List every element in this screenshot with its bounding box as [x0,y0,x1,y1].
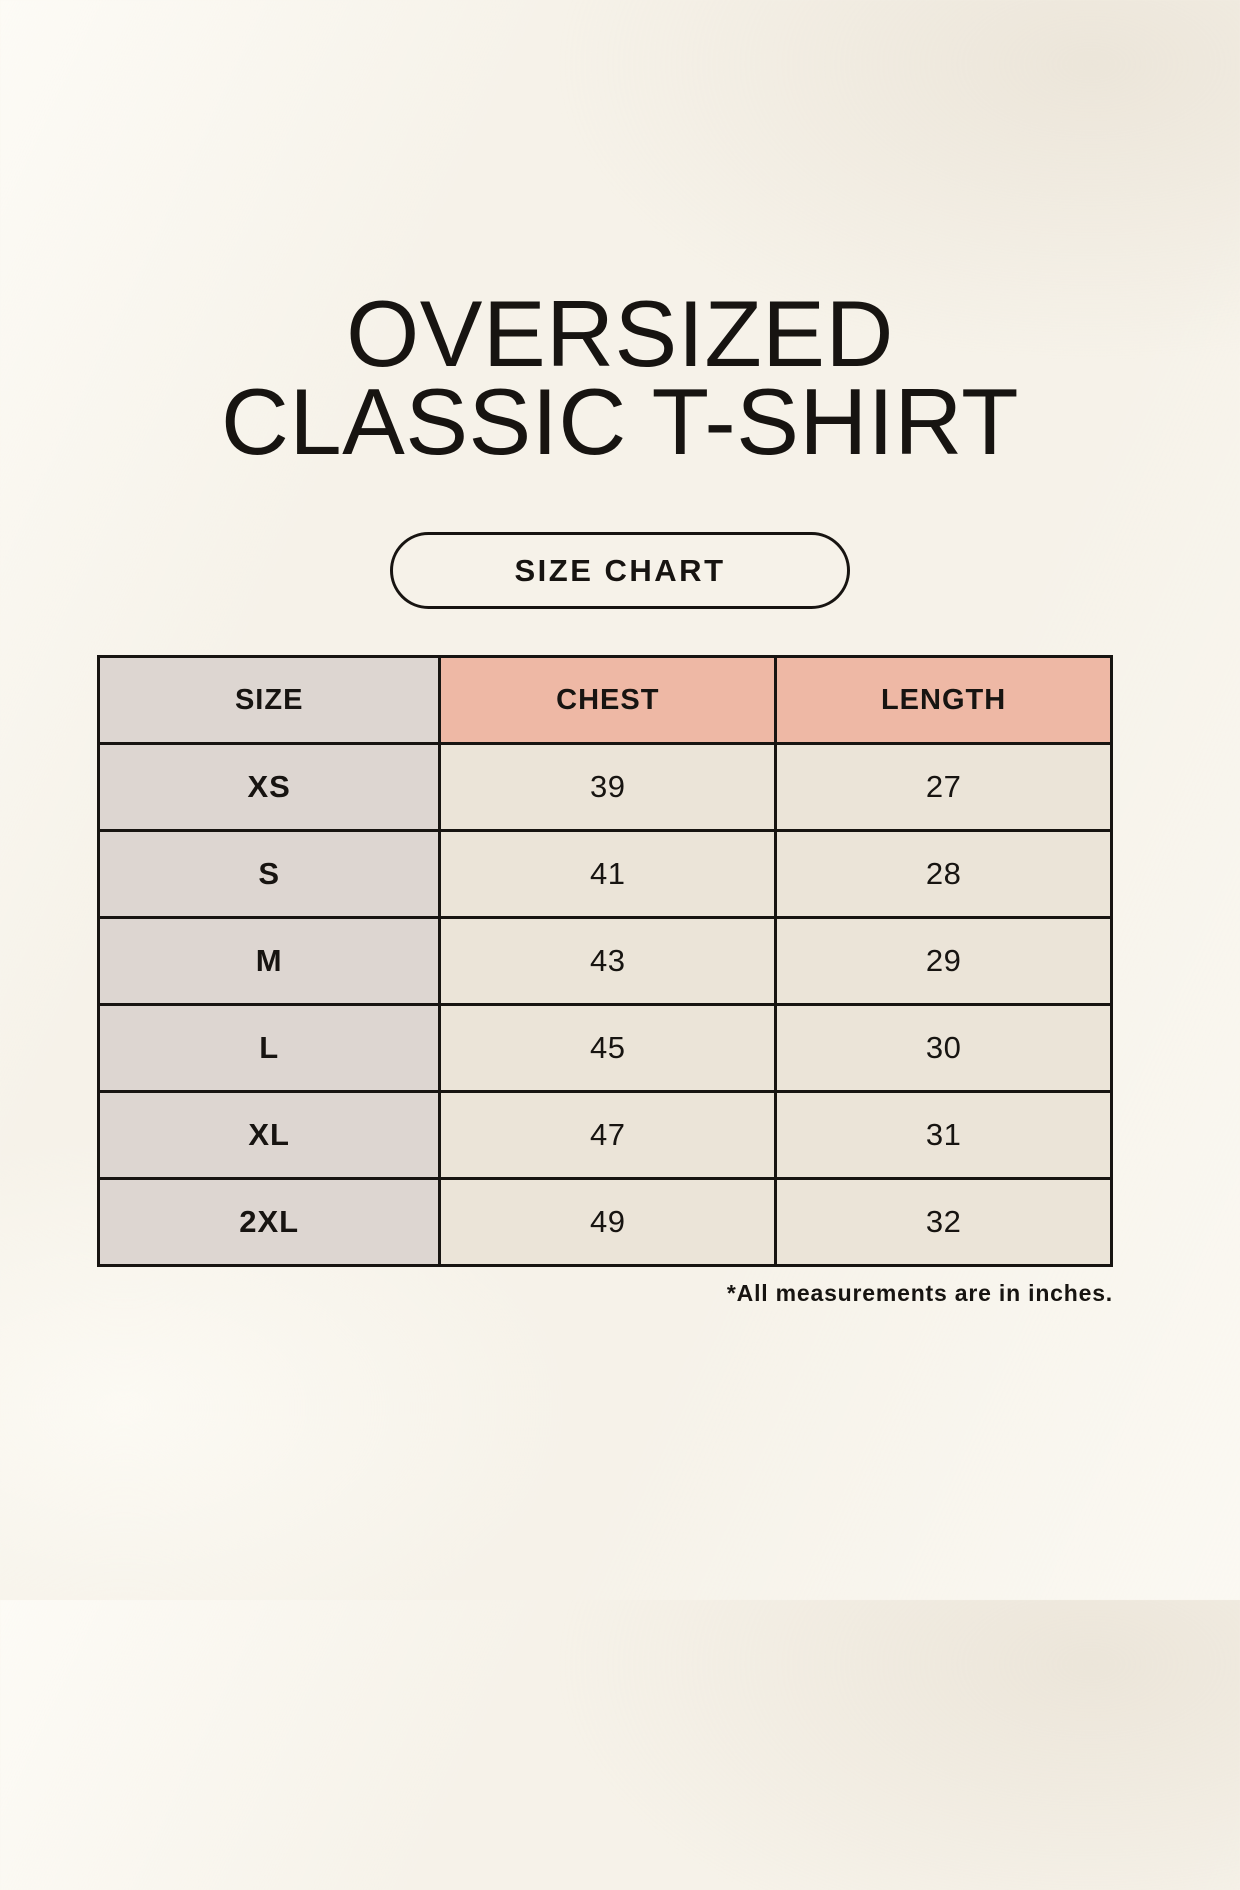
chest-value: 45 [438,1003,778,1093]
header-cell-size: SIZE [96,655,442,745]
size-chart-button-container: SIZE CHART [0,532,1240,609]
size-label: XS [96,742,442,832]
length-value: 28 [774,829,1113,919]
page-background: { "title": { "line1": "OVERSIZED", "line… [0,287,1240,1890]
table-row-m: M 43 29 [96,916,1113,1006]
table-row-xs: XS 39 27 [96,742,1113,832]
product-title-line-2: CLASSIC T-SHIRT [220,369,1019,474]
table-row-2xl: 2XL 49 32 [96,1177,1113,1267]
table-row-xl: XL 47 31 [96,1090,1113,1180]
table-row-l: L 45 30 [96,1003,1113,1093]
length-value: 31 [774,1090,1113,1180]
size-label: 2XL [96,1177,442,1267]
length-value: 30 [774,1003,1113,1093]
size-label: M [96,916,442,1006]
header-cell-chest: CHEST [438,655,778,745]
length-value: 27 [774,742,1113,832]
length-value: 29 [774,916,1113,1006]
size-chart-table-container: SIZE CHEST LENGTH XS 39 27 S 41 28 M [96,655,1113,1267]
table-row-s: S 41 28 [96,829,1113,919]
measurements-footnote: *All measurements are in inches. [726,1280,1113,1306]
chest-value: 49 [438,1177,778,1267]
size-chart-table: SIZE CHEST LENGTH XS 39 27 S 41 28 M [96,655,1113,1267]
size-label: S [96,829,442,919]
product-title: OVERSIZED CLASSIC T-SHIRT [0,287,1240,469]
header-cell-length: LENGTH [774,655,1113,745]
size-label: XL [96,1090,442,1180]
table-header-row: SIZE CHEST LENGTH [96,655,1113,745]
size-chart-button[interactable]: SIZE CHART [390,532,850,609]
size-chart-page: OVERSIZED CLASSIC T-SHIRT SIZE CHART SIZ… [0,287,1240,1890]
length-value: 32 [774,1177,1113,1267]
chest-value: 47 [438,1090,778,1180]
chest-value: 43 [438,916,778,1006]
chest-value: 39 [438,742,778,832]
chest-value: 41 [438,829,778,919]
size-label: L [96,1003,442,1093]
product-title-line-1: OVERSIZED [346,281,894,386]
